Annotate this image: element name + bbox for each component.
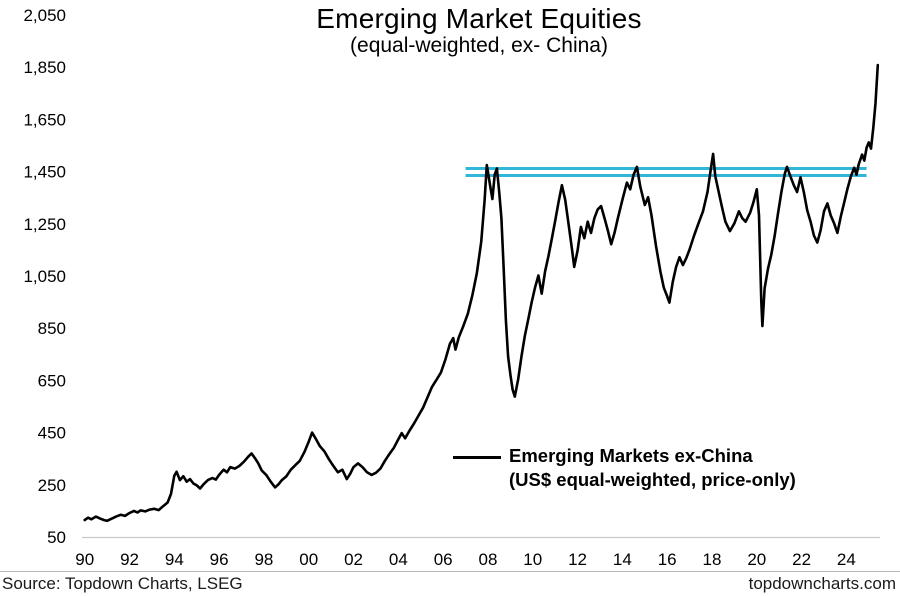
legend: Emerging Markets ex-China (US$ equal-wei… — [453, 444, 796, 492]
legend-text: Emerging Markets ex-China (US$ equal-wei… — [509, 444, 796, 492]
footer-divider — [0, 571, 900, 572]
y-tick-label: 1,650 — [23, 110, 66, 129]
y-tick-label: 850 — [38, 319, 66, 338]
x-tick-label: 92 — [120, 550, 139, 569]
x-tick-label: 98 — [254, 550, 273, 569]
y-tick-label: 650 — [38, 371, 66, 390]
chart-subtitle: (equal-weighted, ex- China) — [350, 34, 608, 57]
x-tick-label: 06 — [434, 550, 453, 569]
y-tick-label: 50 — [47, 528, 66, 547]
price-series-line — [83, 63, 880, 523]
y-tick-label: 250 — [38, 476, 66, 495]
y-tick-label: 2,050 — [23, 6, 66, 25]
x-tick-label: 08 — [478, 550, 497, 569]
y-tick-label: 1,250 — [23, 215, 66, 234]
y-tick-label: 450 — [38, 424, 66, 443]
x-tick-label: 14 — [613, 550, 632, 569]
website-text: topdowncharts.com — [748, 574, 896, 593]
y-tick-label: 1,050 — [23, 267, 66, 286]
x-tick-label: 18 — [703, 550, 722, 569]
x-tick-label: 12 — [568, 550, 587, 569]
legend-label-line2: (US$ equal-weighted, price-only) — [509, 469, 796, 490]
x-tick-label: 22 — [792, 550, 811, 569]
legend-line-swatch — [453, 456, 501, 459]
legend-label-line1: Emerging Markets ex-China — [509, 445, 753, 466]
x-tick-label: 16 — [658, 550, 677, 569]
x-tick-label: 02 — [344, 550, 363, 569]
y-tick-label: 1,850 — [23, 58, 66, 77]
x-tick-label: 90 — [75, 550, 94, 569]
x-tick-label: 10 — [523, 550, 542, 569]
y-tick-label: 1,450 — [23, 163, 66, 182]
x-tick-label: 24 — [837, 550, 856, 569]
x-tick-label: 20 — [747, 550, 766, 569]
x-tick-label: 96 — [210, 550, 229, 569]
chart-title: Emerging Market Equities — [316, 3, 642, 34]
source-text: Source: Topdown Charts, LSEG — [2, 574, 243, 593]
x-tick-label: 04 — [389, 550, 408, 569]
x-tick-label: 00 — [299, 550, 318, 569]
x-tick-label: 94 — [165, 550, 184, 569]
